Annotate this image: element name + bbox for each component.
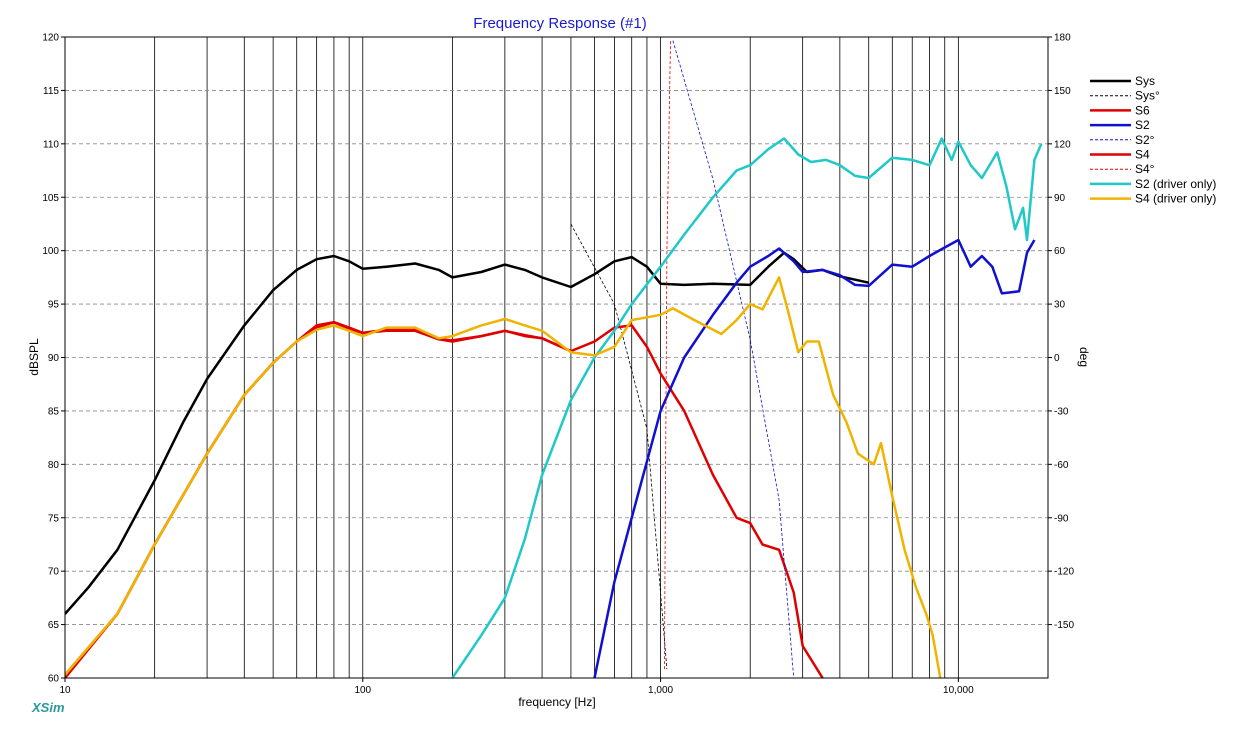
y2-tick-label: -60	[1054, 460, 1069, 471]
x-tick-label: 100	[354, 685, 371, 696]
y2-tick-label: 180	[1054, 33, 1071, 44]
y-tick-label: 115	[43, 86, 59, 97]
x-axis-ticks: 10 100 1,000 10,000	[59, 678, 974, 696]
series-line-s2	[593, 238, 1036, 678]
x-tick-label: 10,000	[943, 685, 974, 696]
y-tick-label: 75	[48, 513, 60, 524]
y2-tick-label: -90	[1054, 513, 1069, 524]
legend-label-s4-driver-only: S4 (driver only)	[1135, 192, 1216, 206]
y-tick-label: 105	[42, 193, 59, 204]
legend-label-s2-phase: S2°	[1135, 133, 1155, 147]
y-tick-label: 65	[48, 620, 60, 631]
series-group	[65, 40, 1043, 678]
legend-label-s6: S6	[1135, 103, 1150, 117]
y-tick-label: 70	[48, 567, 60, 578]
legend-label-s4-phase: S4°	[1135, 162, 1155, 176]
y2-tick-label: -30	[1054, 406, 1069, 417]
y-tick-label: 95	[48, 300, 60, 311]
y-tick-label: 100	[42, 246, 59, 257]
y2-axis-ticks: -150 -120 -90 -60 -30 0 30 60 90 120 150 180	[1048, 33, 1074, 631]
y-tick-label: 80	[48, 460, 60, 471]
y-tick-label: 60	[48, 674, 60, 685]
y-tick-label: 85	[48, 406, 60, 417]
legend-label-s4: S4	[1135, 148, 1150, 162]
series-line-sys	[65, 251, 869, 615]
x-tick-label: 10	[59, 685, 71, 696]
y2-tick-label: 60	[1054, 246, 1066, 257]
legend-label-sys-phase: Sys°	[1135, 89, 1160, 103]
legend-label-s2-driver-only: S2 (driver only)	[1135, 177, 1216, 191]
y-tick-label: 120	[42, 33, 59, 44]
series-line-s4-driver-only	[65, 276, 942, 678]
x-axis-label: frequency [Hz]	[518, 695, 595, 709]
y2-tick-label: -120	[1054, 567, 1074, 578]
y2-axis-label: deg	[1077, 347, 1091, 367]
y-tick-label: 90	[48, 353, 60, 364]
chart-title: Frequency Response (#1)	[473, 15, 646, 32]
grid	[65, 37, 1048, 678]
y2-tick-label: 150	[1054, 86, 1071, 97]
xsim-brand-logo: XSim	[31, 700, 65, 715]
series-line-s2-driver-only	[451, 137, 1043, 678]
y2-tick-label: -150	[1054, 620, 1074, 631]
y2-tick-label: 0	[1054, 353, 1060, 364]
legend-label-sys: Sys	[1135, 74, 1155, 88]
y-tick-label: 110	[43, 139, 59, 150]
legend-label-s2: S2	[1135, 118, 1150, 132]
x-tick-label: 1,000	[648, 685, 673, 696]
series-line-sys-phase	[570, 223, 668, 670]
y2-tick-label: 120	[1054, 139, 1071, 150]
y-axis-ticks: 60 65 70 75 80 85 90 95 100 105 110 115 120	[42, 33, 65, 685]
series-line-s2-phase	[672, 40, 795, 678]
y2-tick-label: 90	[1054, 193, 1066, 204]
y2-tick-label: 30	[1054, 300, 1066, 311]
y-axis-label: dBSPL	[27, 338, 41, 376]
